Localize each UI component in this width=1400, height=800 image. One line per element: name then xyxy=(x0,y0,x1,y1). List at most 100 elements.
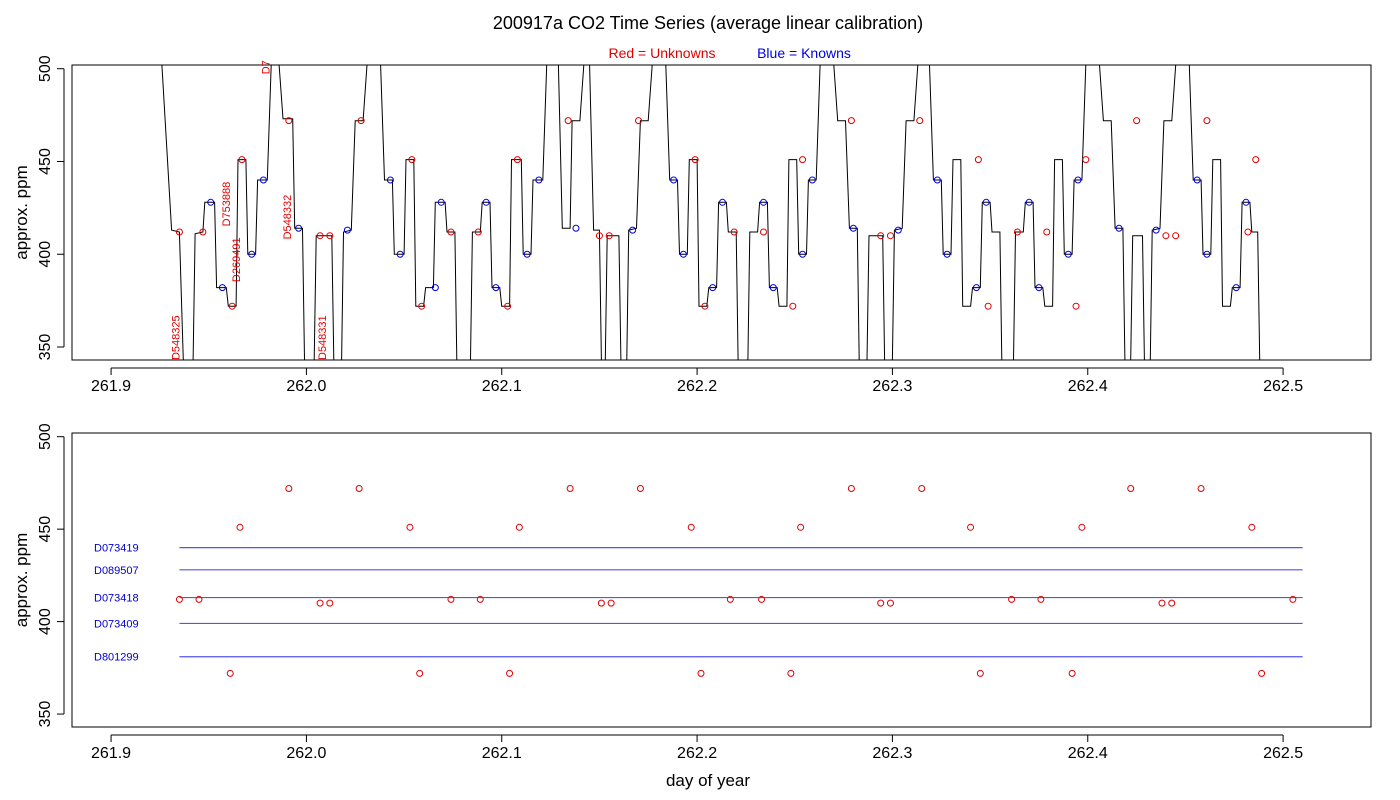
unknown-marker xyxy=(789,302,797,310)
unknown-marker xyxy=(1072,302,1080,310)
top-x-tick-label: 262.5 xyxy=(1263,378,1303,395)
known-marker xyxy=(849,224,857,232)
unknown-marker xyxy=(408,156,416,164)
bottom-x-tick-label: 262.5 xyxy=(1263,745,1303,762)
top-y-tick-label: 350 xyxy=(37,334,54,361)
sample-id-label: D7 xyxy=(260,60,272,74)
known-marker xyxy=(218,284,226,292)
top-y-tick-label: 500 xyxy=(37,55,54,82)
known-marker xyxy=(629,226,637,234)
unknown-marker xyxy=(730,228,738,236)
unknown-point xyxy=(976,669,984,677)
known-marker xyxy=(799,250,807,258)
known-marker xyxy=(248,250,256,258)
unknown-marker xyxy=(474,228,482,236)
known-marker xyxy=(1152,226,1160,234)
known-marker xyxy=(343,226,351,234)
known-marker xyxy=(396,250,404,258)
known-marker xyxy=(933,176,941,184)
bottom-x-tick-label: 262.2 xyxy=(677,745,717,762)
unknown-marker xyxy=(974,156,982,164)
unknown-marker xyxy=(847,117,855,125)
top-x-tick-label: 262.3 xyxy=(872,378,912,395)
known-marker xyxy=(679,250,687,258)
unknown-marker xyxy=(877,232,885,240)
bottom-y-tick-label: 500 xyxy=(37,423,54,450)
unknown-marker xyxy=(1133,117,1141,125)
top-x-tick-label: 262.2 xyxy=(677,378,717,395)
standard-label: D073419 xyxy=(94,543,139,555)
unknown-marker xyxy=(447,228,455,236)
known-marker xyxy=(808,176,816,184)
unknown-point xyxy=(758,595,766,603)
top-x-tick-label: 261.9 xyxy=(91,378,131,395)
unknown-point xyxy=(285,484,293,492)
unknown-point xyxy=(877,599,885,607)
unknown-point xyxy=(226,669,234,677)
known-marker xyxy=(259,176,267,184)
unknown-marker xyxy=(1082,156,1090,164)
known-marker xyxy=(1025,198,1033,206)
known-marker xyxy=(1232,284,1240,292)
known-marker xyxy=(437,198,445,206)
standard-label: D073418 xyxy=(94,593,139,605)
known-marker xyxy=(1074,176,1082,184)
unknown-marker xyxy=(1252,156,1260,164)
top-panel: 261.9 262.0 262.1 262.2 262.3 262.4 262.5 350 40… xyxy=(12,55,1372,395)
known-marker xyxy=(207,198,215,206)
unknown-marker xyxy=(564,117,572,125)
unknown-marker xyxy=(357,117,365,125)
known-marker xyxy=(482,198,490,206)
unknown-marker xyxy=(326,232,334,240)
unknown-point xyxy=(326,599,334,607)
unknown-point xyxy=(566,484,574,492)
unknown-marker xyxy=(916,117,924,125)
bottom-x-tick-label: 262.4 xyxy=(1068,745,1108,762)
bottom-panel: 261.9 262.0 262.1 262.2 262.3 262.4 262.5 350 40… xyxy=(12,423,1372,762)
unknown-marker xyxy=(1203,117,1211,125)
top-x-tick-label: 262.1 xyxy=(482,378,522,395)
standard-label: D073409 xyxy=(94,618,139,630)
known-marker xyxy=(759,198,767,206)
unknown-point xyxy=(687,523,695,531)
unknown-point xyxy=(447,595,455,603)
unknown-point xyxy=(1127,484,1135,492)
known-marker xyxy=(709,284,717,292)
unknown-point xyxy=(476,595,484,603)
known-marker xyxy=(295,224,303,232)
unknown-point xyxy=(797,523,805,531)
unknown-marker xyxy=(759,228,767,236)
unknown-marker xyxy=(1244,228,1252,236)
unknown-marker xyxy=(634,117,642,125)
unknown-marker xyxy=(513,156,521,164)
unknown-point xyxy=(886,599,894,607)
bottom-x-tick-label: 262.3 xyxy=(872,745,912,762)
unknown-point xyxy=(1008,595,1016,603)
sample-id-label: D548325 xyxy=(170,315,182,360)
unknown-point xyxy=(607,599,615,607)
bottom-plot-frame xyxy=(71,432,1372,728)
legend-knowns: Blue = Knowns xyxy=(757,45,851,61)
unknown-point xyxy=(967,523,975,531)
unknown-point xyxy=(195,595,203,603)
sample-id-label: D548331 xyxy=(317,315,329,360)
known-marker xyxy=(1035,284,1043,292)
known-marker xyxy=(523,250,531,258)
top-x-tick-label: 262.0 xyxy=(286,378,326,395)
unknown-marker xyxy=(199,228,207,236)
unknown-point xyxy=(175,595,183,603)
unknown-marker xyxy=(984,302,992,310)
unknown-marker xyxy=(175,228,183,236)
unknown-point xyxy=(406,523,414,531)
unknown-marker xyxy=(701,302,709,310)
unknown-point xyxy=(1168,599,1176,607)
unknown-marker xyxy=(691,156,699,164)
top-plot-frame xyxy=(71,64,1372,361)
bottom-x-tick-label: 262.0 xyxy=(286,745,326,762)
standard-label: D801299 xyxy=(94,652,139,664)
unknown-point xyxy=(697,669,705,677)
bottom-x-tick-label: 261.9 xyxy=(91,745,131,762)
unknown-point xyxy=(597,599,605,607)
unknown-marker xyxy=(595,232,603,240)
